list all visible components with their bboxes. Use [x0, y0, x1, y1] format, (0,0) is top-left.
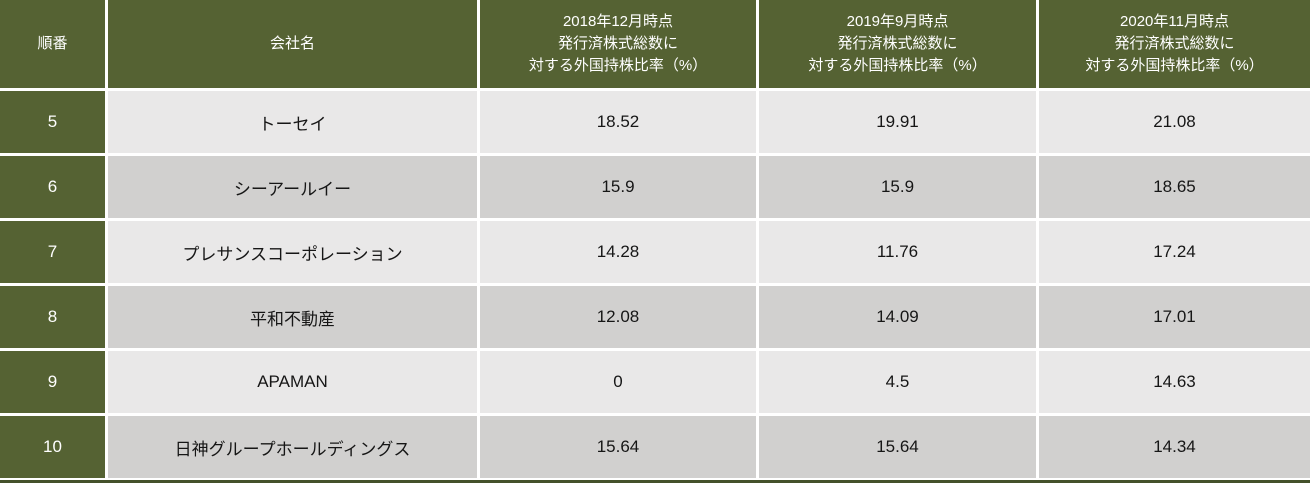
value-cell-2019: 15.9 — [759, 156, 1036, 218]
value-cell-2020: 21.08 — [1039, 91, 1310, 153]
table-row: 9 APAMAN 0 4.5 14.63 — [0, 351, 1314, 413]
value-cell-2019: 4.5 — [759, 351, 1036, 413]
value-cell-2019: 11.76 — [759, 221, 1036, 283]
value-cell-2020: 18.65 — [1039, 156, 1310, 218]
header-cell-rank: 順番 — [0, 0, 105, 88]
rank-cell: 7 — [0, 221, 105, 283]
header-rank-label: 順番 — [37, 35, 68, 53]
table-row: 5 トーセイ 18.52 19.91 21.08 — [0, 91, 1314, 153]
table-row: 8 平和不動産 12.08 14.09 17.01 — [0, 286, 1314, 348]
header-cell-period-2018: 2018年12月時点 発行済株式総数に 対する外国持株比率（%） — [480, 0, 756, 88]
value-cell-2019: 19.91 — [759, 91, 1036, 153]
rank-cell: 8 — [0, 286, 105, 348]
header-cell-company: 会社名 — [108, 0, 477, 88]
company-cell: APAMAN — [108, 351, 477, 413]
company-cell: トーセイ — [108, 91, 477, 153]
header-cell-period-2019: 2019年9月時点 発行済株式総数に 対する外国持株比率（%） — [759, 0, 1036, 88]
table-bottom-border — [0, 480, 1310, 483]
table-row: 7 プレサンスコーポレーション 14.28 11.76 17.24 — [0, 221, 1314, 283]
table-row: 10 日神グループホールディングス 15.64 15.64 14.34 — [0, 416, 1314, 478]
value-cell-2020: 14.63 — [1039, 351, 1310, 413]
header-company-label: 会社名 — [269, 35, 315, 53]
value-cell-2018: 12.08 — [480, 286, 756, 348]
company-cell: シーアールイー — [108, 156, 477, 218]
company-cell: 日神グループホールディングス — [108, 416, 477, 478]
header-period-2019-label: 2019年9月時点 発行済株式総数に 対する外国持株比率（%） — [808, 13, 987, 74]
value-cell-2018: 14.28 — [480, 221, 756, 283]
table-row: 6 シーアールイー 15.9 15.9 18.65 — [0, 156, 1314, 218]
value-cell-2019: 14.09 — [759, 286, 1036, 348]
rank-cell: 6 — [0, 156, 105, 218]
value-cell-2018: 15.64 — [480, 416, 756, 478]
value-cell-2020: 17.01 — [1039, 286, 1310, 348]
rank-cell: 5 — [0, 91, 105, 153]
value-cell-2018: 18.52 — [480, 91, 756, 153]
value-cell-2020: 14.34 — [1039, 416, 1310, 478]
header-period-2018-label: 2018年12月時点 発行済株式総数に 対する外国持株比率（%） — [528, 13, 708, 74]
company-cell: プレサンスコーポレーション — [108, 221, 477, 283]
value-cell-2020: 17.24 — [1039, 221, 1310, 283]
value-cell-2018: 15.9 — [480, 156, 756, 218]
company-cell: 平和不動産 — [108, 286, 477, 348]
rank-cell: 10 — [0, 416, 105, 478]
value-cell-2019: 15.64 — [759, 416, 1036, 478]
rank-cell: 9 — [0, 351, 105, 413]
table-header-row: 順番 会社名 2018年12月時点 発行済株式総数に 対する外国持株比率（%） … — [0, 0, 1314, 88]
header-period-2020-label: 2020年11月時点 発行済株式総数に 対する外国持株比率（%） — [1085, 13, 1264, 74]
header-cell-period-2020: 2020年11月時点 発行済株式総数に 対する外国持株比率（%） — [1039, 0, 1310, 88]
value-cell-2018: 0 — [480, 351, 756, 413]
